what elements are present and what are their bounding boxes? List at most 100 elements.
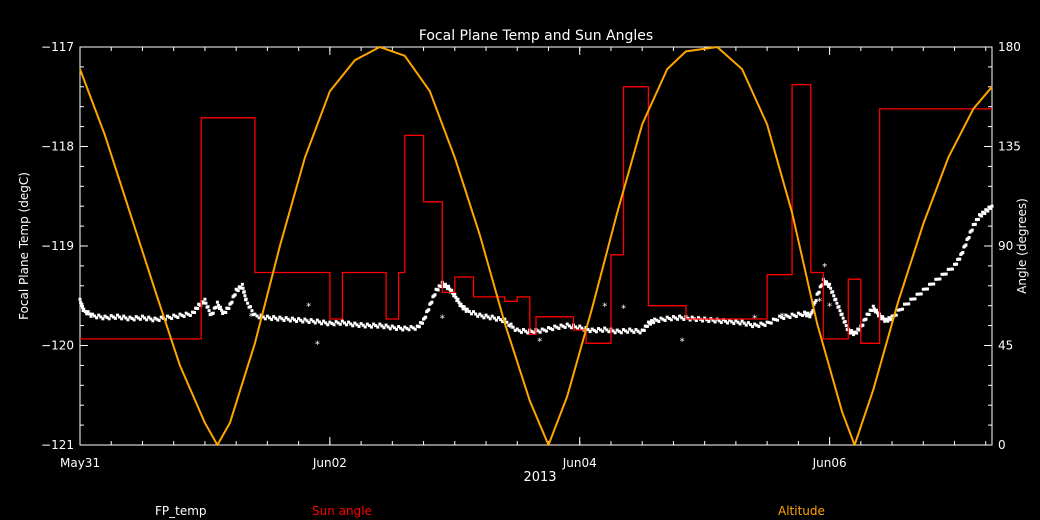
series-sun-angle-line: [80, 83, 992, 344]
fp-temp-point: [549, 327, 553, 331]
fp-temp-point: [551, 328, 555, 332]
fp-temp-point: [586, 328, 590, 332]
fp-temp-point: [911, 297, 915, 301]
fp-temp-point: [392, 326, 396, 330]
fp-temp-point: [168, 315, 172, 319]
fp-temp-point: [456, 297, 460, 301]
fp-temp-point: [349, 322, 353, 326]
fp-temp-point: [230, 300, 234, 304]
fp-temp-point: [628, 327, 632, 331]
fp-temp-point: [272, 315, 276, 319]
fp-temp-point: [295, 319, 299, 323]
fp-temp-point: [388, 327, 392, 331]
fp-temp-outlier: *: [602, 302, 607, 313]
fp-temp-point: [292, 318, 296, 322]
fp-temp-point: [864, 317, 868, 321]
fp-temp-point: [411, 326, 415, 330]
series-altitude-line: [79, 46, 993, 446]
fp-temp-point: [203, 297, 207, 301]
fp-temp-point: [345, 323, 349, 327]
fp-temp-point: [313, 321, 317, 325]
fp-temp-point: [80, 305, 84, 309]
y-right-tick-label: 45: [998, 339, 1013, 353]
fp-temp-point: [97, 313, 101, 317]
fp-temp-point: [280, 317, 284, 321]
fp-temp-point: [896, 308, 900, 312]
fp-temp-point: [282, 318, 286, 322]
fp-temp-outlier: *: [440, 314, 445, 325]
fp-temp-point: [580, 326, 584, 330]
x-tick-label: Jun06: [812, 456, 847, 470]
fp-temp-point: [726, 321, 730, 325]
fp-temp-point: [828, 282, 832, 286]
fp-temp-point: [690, 315, 694, 319]
fp-temp-point: [855, 331, 859, 335]
fp-temp-point: [769, 321, 773, 325]
fp-temp-point: [511, 325, 515, 329]
fp-temp-point: [542, 328, 546, 332]
fp-temp-point: [989, 207, 993, 211]
fp-temp-point: [347, 320, 351, 324]
fp-temp-point: [497, 316, 501, 320]
fp-temp-point: [457, 300, 461, 304]
fp-temp-point: [886, 319, 890, 323]
y-left-tick-label: −121: [41, 438, 74, 452]
fp-temp-outlier: *: [249, 312, 254, 323]
fp-temp-point: [138, 317, 142, 321]
fp-temp-point: [852, 333, 856, 337]
fp-temp-point: [484, 313, 488, 317]
fp-temp-point: [778, 314, 782, 318]
fp-temp-point: [405, 326, 409, 330]
fp-temp-point: [143, 316, 147, 320]
fp-temp-point: [472, 310, 476, 314]
fp-temp-point: [430, 300, 434, 304]
fp-temp-point: [919, 292, 923, 296]
fp-temp-point: [986, 209, 990, 213]
fp-temp-point: [917, 292, 921, 296]
fp-temp-point: [958, 257, 962, 261]
fp-temp-point: [236, 289, 240, 293]
fp-temp-point: [367, 324, 371, 328]
fp-temp-point: [301, 320, 305, 324]
fp-temp-point: [149, 317, 153, 321]
fp-temp-point: [240, 282, 244, 286]
fp-temp-outlier: *: [509, 324, 514, 335]
fp-temp-point: [390, 324, 394, 328]
fp-temp-point: [196, 307, 200, 311]
fp-temp-point: [328, 320, 332, 324]
fp-temp-point: [474, 312, 478, 316]
fp-temp-point: [153, 316, 157, 320]
fp-temp-point: [832, 294, 836, 298]
fp-temp-point: [443, 282, 447, 286]
fp-temp-point: [103, 314, 107, 318]
fp-temp-outlier: *: [537, 337, 542, 348]
fp-temp-point: [705, 318, 709, 322]
fp-temp-point: [515, 327, 519, 331]
fp-temp-point: [829, 286, 833, 290]
fp-temp-point: [460, 305, 464, 309]
fp-temp-point: [814, 299, 818, 303]
fp-temp-point: [665, 315, 669, 319]
fp-temp-point: [883, 319, 887, 323]
fp-temp-point: [463, 307, 467, 311]
fp-temp-point: [517, 329, 521, 333]
fp-temp-point: [461, 307, 465, 311]
fp-temp-point: [605, 328, 609, 332]
fp-temp-point: [788, 315, 792, 319]
fp-temp-point: [307, 320, 311, 324]
fp-temp-point: [227, 307, 231, 311]
fp-temp-point: [220, 308, 224, 312]
fp-temp-point: [776, 318, 780, 322]
fp-temp-point: [267, 316, 271, 320]
fp-temp-point: [492, 316, 496, 320]
fp-temp-point: [182, 314, 186, 318]
y-left-tick-label: −119: [41, 239, 74, 253]
fp-temp-point: [940, 272, 944, 276]
fp-temp-outlier: *: [827, 302, 832, 313]
fp-temp-point: [372, 322, 376, 326]
fp-temp-point: [875, 311, 879, 315]
y-right-tick-label: 180: [998, 40, 1021, 54]
fp-temp-point: [297, 317, 301, 321]
fp-temp-point: [193, 311, 197, 315]
fp-temp-point: [357, 324, 361, 328]
